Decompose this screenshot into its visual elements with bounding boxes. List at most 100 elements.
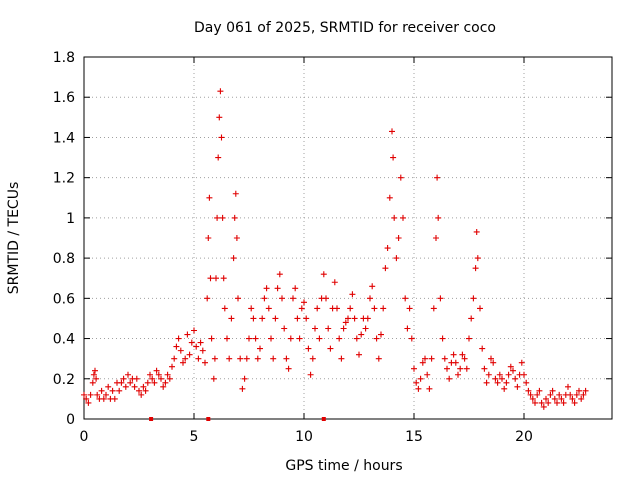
data-point <box>580 391 587 398</box>
data-point <box>89 379 96 386</box>
y-tick-label: 0.6 <box>53 291 75 307</box>
data-point <box>323 295 329 302</box>
data-point <box>92 367 98 374</box>
data-point <box>389 128 395 135</box>
data-point <box>246 335 252 342</box>
y-tick-label: 0.2 <box>53 372 75 388</box>
data-point <box>450 351 457 358</box>
data-point <box>283 355 290 362</box>
data-point <box>171 355 178 362</box>
y-tick-label: 1 <box>66 211 75 227</box>
data-point <box>211 355 218 362</box>
data-point <box>419 359 426 366</box>
data-point <box>164 371 171 378</box>
data-point <box>265 305 272 312</box>
data-point <box>111 395 118 402</box>
data-point <box>93 375 100 382</box>
data-point <box>461 355 468 362</box>
data-point <box>532 399 538 406</box>
data-point <box>397 174 404 181</box>
y-tick-label: 0.8 <box>53 251 75 267</box>
data-point <box>393 255 400 262</box>
data-point <box>177 347 184 354</box>
data-point <box>204 295 211 302</box>
data-point <box>468 315 475 322</box>
data-point <box>239 385 246 392</box>
data-point <box>413 379 420 386</box>
data-point <box>294 315 301 322</box>
data-point <box>424 371 431 378</box>
data-point <box>235 295 241 302</box>
data-point <box>426 385 433 392</box>
data-point <box>158 375 164 382</box>
data-point <box>160 383 167 390</box>
data-point <box>207 275 214 282</box>
data-point <box>434 174 441 181</box>
data-point <box>358 331 365 338</box>
data-point <box>433 235 439 241</box>
data-point <box>309 355 316 362</box>
data-point <box>457 365 464 372</box>
data-point <box>503 379 510 386</box>
data-point <box>105 383 112 390</box>
y-tick-label: 1.8 <box>53 50 75 66</box>
data-point <box>527 391 534 398</box>
data-point <box>140 383 147 390</box>
data-point <box>90 371 97 378</box>
data-point <box>514 383 521 390</box>
x-tick-labels: 0 5 10 15 20 <box>80 429 533 445</box>
data-point <box>149 375 156 382</box>
x-tick-label: 0 <box>80 429 89 445</box>
data-point <box>276 271 283 278</box>
data-point <box>386 194 393 201</box>
data-point <box>151 379 158 386</box>
data-point <box>455 371 461 378</box>
y-tick-label: 1.6 <box>53 90 75 106</box>
data-point <box>507 363 514 370</box>
data-point <box>205 235 212 241</box>
data-point <box>316 335 323 342</box>
data-point <box>362 325 369 332</box>
data-point <box>375 355 382 362</box>
data-point <box>472 265 479 272</box>
data-point <box>287 335 294 342</box>
data-point <box>336 335 343 342</box>
data-point <box>356 351 362 358</box>
chart-title: Day 061 of 2025, SRMTID for receiver coc… <box>194 20 496 36</box>
data-point <box>364 315 371 322</box>
data-point <box>320 271 327 278</box>
gap-marker <box>321 417 326 421</box>
data-point <box>351 315 358 322</box>
data-point <box>233 235 240 241</box>
data-point <box>81 391 87 398</box>
data-point <box>155 371 162 378</box>
data-point <box>521 371 527 378</box>
data-point <box>349 291 356 298</box>
x-tick-label: 10 <box>295 429 313 445</box>
data-point <box>435 214 442 221</box>
data-point <box>439 335 446 342</box>
data-point <box>162 379 169 386</box>
data-point <box>525 387 532 394</box>
gap-marker <box>206 417 211 421</box>
data-point <box>307 371 314 378</box>
data-point <box>285 365 292 372</box>
data-point <box>444 365 450 372</box>
data-point <box>331 279 338 286</box>
data-point <box>545 399 552 406</box>
data-point <box>232 190 239 197</box>
data-point <box>100 395 107 402</box>
data-point <box>538 399 545 406</box>
data-point <box>193 343 200 350</box>
data-point <box>479 345 486 352</box>
data-point <box>252 335 259 342</box>
data-points <box>81 88 589 410</box>
data-point <box>338 355 345 362</box>
y-tick-label: 0 <box>66 412 75 428</box>
data-point <box>411 365 417 372</box>
data-point <box>182 355 189 362</box>
data-point <box>483 379 490 386</box>
data-point <box>369 283 376 290</box>
data-point <box>138 391 145 398</box>
data-point <box>153 367 160 374</box>
